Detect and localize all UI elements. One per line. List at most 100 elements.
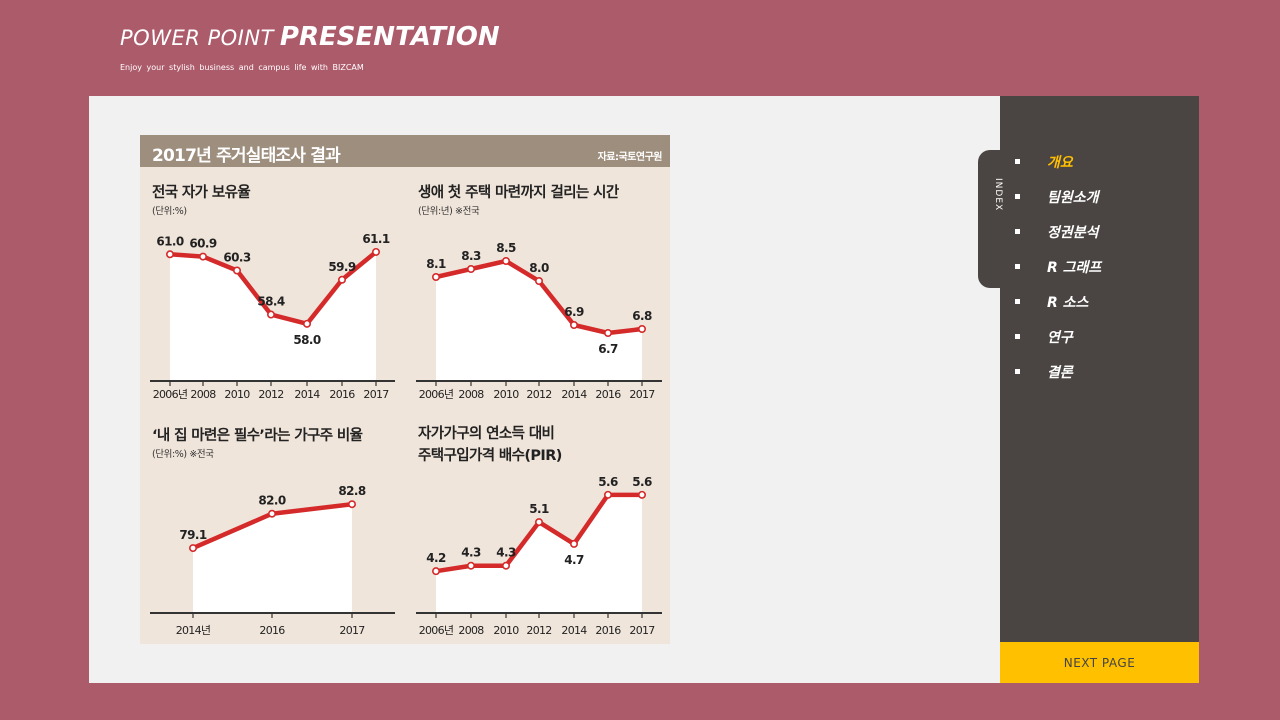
sidebar-menu: 개요 팀원소개 정권분석 R 그래프 R 소스 연구 결론 [1015,144,1101,389]
chart-data-point [603,329,612,338]
infographic-source: 자료:국토연구원 [597,152,663,163]
infographic-title: 2017년 주거실태조사 결과 [152,146,341,166]
chart-data-point [338,275,347,284]
index-label: INDEX [993,178,1003,212]
chart-data-point [431,273,440,282]
chart-tick-label: 2016 [329,388,355,401]
chart-data-point [188,544,197,553]
chart-data-label: 4.2 [426,551,446,565]
chart-data-point [268,509,277,518]
menu-item-label: 팀원소개 [1047,189,1099,206]
chart-data-point [233,266,242,275]
chart-unit-label: (단위:%) [152,205,187,217]
sidebar [1000,96,1199,683]
menu-item-r-source[interactable]: R 소스 [1015,284,1101,319]
menu-item-label: 정권분석 [1047,224,1099,241]
chart-tick-label: 2012 [258,388,283,401]
chart-tick-label: 2016 [259,624,285,637]
chart-tick-label: 2014 [561,624,587,637]
index-tab [978,150,1022,288]
menu-item-label: R 소스 [1047,294,1089,311]
chart-data-point [501,257,510,266]
chart-tick-label: 2012 [526,388,551,401]
chart-tick-label: 2010 [493,388,519,401]
title-bold: PRESENTATION [279,22,500,52]
chart-data-label: 6.8 [632,309,652,323]
chart-data-point [165,250,174,259]
chart-data-point [198,252,207,261]
menu-item-conclusion[interactable]: 결론 [1015,354,1101,389]
chart-data-label: 59.9 [328,260,355,274]
bullet-icon [1015,229,1020,234]
bullet-icon [1015,299,1020,304]
chart-data-label: 60.3 [223,251,250,265]
chart-tick-label: 2014년 [176,624,211,637]
menu-item-policy-analysis[interactable]: 정권분석 [1015,214,1101,249]
chart-tick-label: 2008 [190,388,216,401]
chart-data-point [466,561,475,570]
chart-tick-label: 2010 [493,624,519,637]
chart-data-point [466,265,475,274]
chart-data-label: 4.7 [564,553,584,567]
chart-tick-label: 2014 [294,388,320,401]
chart-tick-label: 2008 [458,388,484,401]
chart-data-label: 8.5 [496,241,516,255]
infographic-banner: 2017년 주거실태조사 결과 자료:국토연구원 [140,135,670,167]
chart-data-point [431,567,440,576]
chart-data-label: 6.9 [564,305,584,319]
chart-area [436,261,642,381]
title-prefix: POWER POINT [120,26,274,50]
chart-title-line2: 주택구입가격 배수(PIR) [418,446,562,464]
chart-tick-label: 2006년 [153,388,188,401]
menu-item-team[interactable]: 팀원소개 [1015,179,1101,214]
chart-tick-label: 2017 [339,624,365,637]
chart-tick-label: 2006년 [419,624,454,637]
chart-tick-label: 2016 [595,388,621,401]
infographic-charts: 전국 자가 보유율 (단위:%) 61.0 60.9 60.3 58.4 58.0 59.9 6… [150,183,662,637]
chart-tick-label: 2014 [561,388,587,401]
chart-data-label: 82.0 [258,494,285,508]
chart-data-point [534,277,543,286]
menu-item-r-graph[interactable]: R 그래프 [1015,249,1101,284]
chart-data-label: 60.9 [189,237,216,251]
bullet-icon [1015,264,1020,269]
chart-data-point [267,310,276,319]
chart-data-point [637,490,646,499]
chart-area [436,494,642,613]
chart-tick-label: 2012 [526,624,551,637]
infographic: 2017년 주거실태조사 결과 자료:국토연구원 전국 자가 보유율 (단위:%)… [140,135,670,644]
chart-data-label: 61.0 [156,234,183,248]
chart-tick-label: 2017 [629,388,655,401]
chart-tick-label: 2016 [595,624,621,637]
chart-unit-label: (단위:년) ※전국 [418,205,480,217]
menu-item-label: 개요 [1047,154,1073,171]
chart-data-point [603,490,612,499]
chart-data-point [303,319,312,328]
chart-tick-label: 2006년 [419,388,454,401]
chart-data-label: 4.3 [496,546,516,560]
chart-tick-label: 2010 [224,388,250,401]
bullet-icon [1015,159,1020,164]
chart-data-label: 5.6 [632,475,652,489]
chart-title: 생애 첫 주택 마련까지 걸리는 시간 [418,183,620,201]
chart-data-label: 5.6 [598,475,618,489]
chart-tick-label: 2017 [363,388,389,401]
chart-data-point [348,500,357,509]
next-page-button[interactable]: NEXT PAGE [1000,642,1199,683]
menu-item-label: 연구 [1047,329,1073,346]
menu-item-overview[interactable]: 개요 [1015,144,1101,179]
chart-data-label: 58.0 [293,333,320,347]
chart-data-label: 82.8 [338,484,365,498]
chart-title: 전국 자가 보유율 [152,184,250,201]
presentation-subtitle: Enjoy your stylish business and campus l… [120,63,364,72]
menu-item-label: 결론 [1047,364,1073,381]
chart-data-label: 61.1 [362,232,389,246]
chart-data-label: 58.4 [257,295,284,309]
bullet-icon [1015,369,1020,374]
chart-tick-label: 2017 [629,624,655,637]
chart-data-label: 8.0 [529,261,549,275]
menu-item-label: R 그래프 [1047,259,1102,276]
chart-data-point [501,561,510,570]
chart-data-label: 79.1 [179,528,206,542]
menu-item-research[interactable]: 연구 [1015,319,1101,354]
